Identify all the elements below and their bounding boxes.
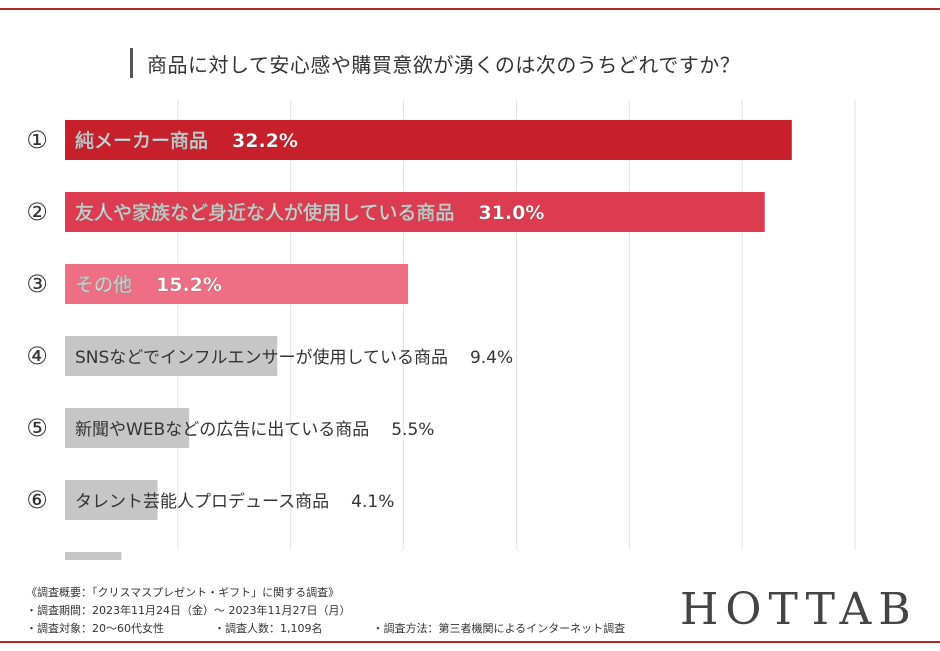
title-text: 商品に対して安心感や購買意欲が湧くのは次のうちどれですか？ <box>147 52 741 77</box>
bar-chart: ① 純メーカー商品 32.2% ② 友人や家族など身近な人が使用している商品 31.0% ③… <box>26 100 856 560</box>
bar <box>65 192 765 232</box>
rank-marker: ④ <box>26 342 48 370</box>
bar-label: SNSなどでインフルエンサーが使用している商品 9.4% <box>75 347 513 368</box>
category-label: 友人や家族など身近な人が使用している商品 <box>75 201 454 224</box>
footer-survey-target: ・調査対象：20～60代女性 <box>26 622 164 635</box>
value-label: 32.2% <box>232 130 298 152</box>
rank-marker: ② <box>26 198 48 226</box>
bar-label: タレント芸能人プロデュース商品 4.1% <box>75 491 394 512</box>
bar <box>65 120 792 160</box>
bar <box>65 408 190 448</box>
category-label: タレント芸能人プロデュース商品 <box>75 491 329 512</box>
rank-marker: ⑥ <box>26 486 48 514</box>
bar-label: 純メーカー商品 32.2% <box>75 129 298 152</box>
footer-survey-method: ・調査方法：第三者機関によるインターネット調査 <box>372 622 626 635</box>
top-border <box>0 8 940 10</box>
footer-survey-period: ・調査期間：2023年11月24日（金）～ 2023年11月27日（月） <box>26 604 351 617</box>
chart-title: 商品に対して安心感や購買意欲が湧くのは次のうちどれですか？ <box>130 46 740 80</box>
bar <box>65 480 158 520</box>
rank-marker: ⑤ <box>26 414 48 442</box>
survey-footer: 《調査概要：「クリスマスプレゼント・ギフト」に関する調査》 ・調査期間：2023… <box>26 584 625 638</box>
category-label: その他 <box>75 273 132 296</box>
value-label: 5.5% <box>391 420 434 440</box>
bar <box>65 552 122 560</box>
value-label: 15.2% <box>156 274 222 296</box>
rank-marker: ⑦ <box>26 558 48 560</box>
category-label: 新聞やWEBなどの広告に出ている商品 <box>75 420 369 440</box>
bottom-border <box>0 641 940 643</box>
hottab-logo: HOTTAB <box>680 584 918 635</box>
value-label: 31.0% <box>478 202 544 224</box>
category-label: 純メーカー商品 <box>75 129 208 152</box>
bar-label: 友人や家族など身近な人が使用している商品 31.0% <box>75 201 544 224</box>
category-label: SNSなどでインフルエンサーが使用している商品 <box>75 347 448 368</box>
value-label: 4.1% <box>351 492 394 512</box>
rank-marker: ① <box>26 126 48 154</box>
footer-survey-title: 《調査概要：「クリスマスプレゼント・ギフト」に関する調査》 <box>26 586 340 599</box>
value-label: 9.4% <box>470 348 513 368</box>
rank-marker: ③ <box>26 270 48 298</box>
bar-label: 新聞やWEBなどの広告に出ている商品 5.5% <box>75 420 434 440</box>
bar <box>65 336 278 376</box>
bar <box>65 264 409 304</box>
footer-survey-count: ・調査人数：1,109名 <box>214 622 323 635</box>
title-accent-bar <box>130 48 133 78</box>
bar-label: その他 15.2% <box>75 273 222 296</box>
